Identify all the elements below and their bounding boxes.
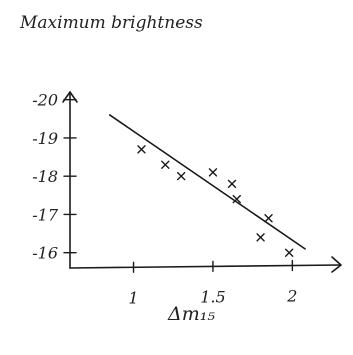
x-tick-label: 1	[128, 288, 138, 307]
trend-line-group	[108, 114, 306, 250]
y-tick-label: -20	[32, 91, 58, 110]
marker-stroke	[256, 233, 265, 242]
y-tick-label: -16	[32, 244, 58, 263]
y-axis-label: Maximum brightness	[19, 13, 203, 33]
marker-stroke	[232, 194, 241, 204]
marker-stroke	[137, 145, 146, 154]
x-tick-label: 2	[286, 287, 297, 306]
data-point-x-marker	[284, 248, 294, 257]
marker-stroke	[208, 168, 218, 177]
x-axis-line	[69, 264, 341, 269]
data-point-x-marker	[256, 233, 265, 242]
data-point-x-marker	[264, 214, 273, 223]
trend-line	[108, 114, 306, 250]
x-tick-label: 1.5	[200, 287, 225, 306]
y-tick-label: -19	[32, 129, 58, 148]
data-points	[137, 145, 294, 257]
data-point-x-marker	[137, 145, 146, 154]
x-axis-label: Δm₁₅	[167, 303, 215, 325]
data-point-x-marker	[227, 179, 237, 189]
y-ticks: -20 -19 -18 -17 -16	[32, 91, 77, 263]
x-ticks: 1 1.5 2	[128, 259, 297, 307]
data-point-x-marker	[176, 171, 186, 181]
data-point-x-marker	[232, 194, 241, 204]
marker-stroke	[227, 179, 237, 189]
y-tick-label: -17	[32, 205, 59, 224]
y-tick-label: -18	[32, 167, 58, 186]
marker-stroke	[161, 160, 170, 169]
y-axis-arrow	[62, 91, 78, 103]
data-point-x-marker	[161, 160, 170, 169]
data-point-x-marker	[208, 168, 218, 177]
marker-stroke	[176, 171, 186, 181]
x-axis-arrow	[331, 256, 342, 273]
marker-stroke	[264, 214, 273, 223]
marker-stroke	[284, 248, 294, 257]
